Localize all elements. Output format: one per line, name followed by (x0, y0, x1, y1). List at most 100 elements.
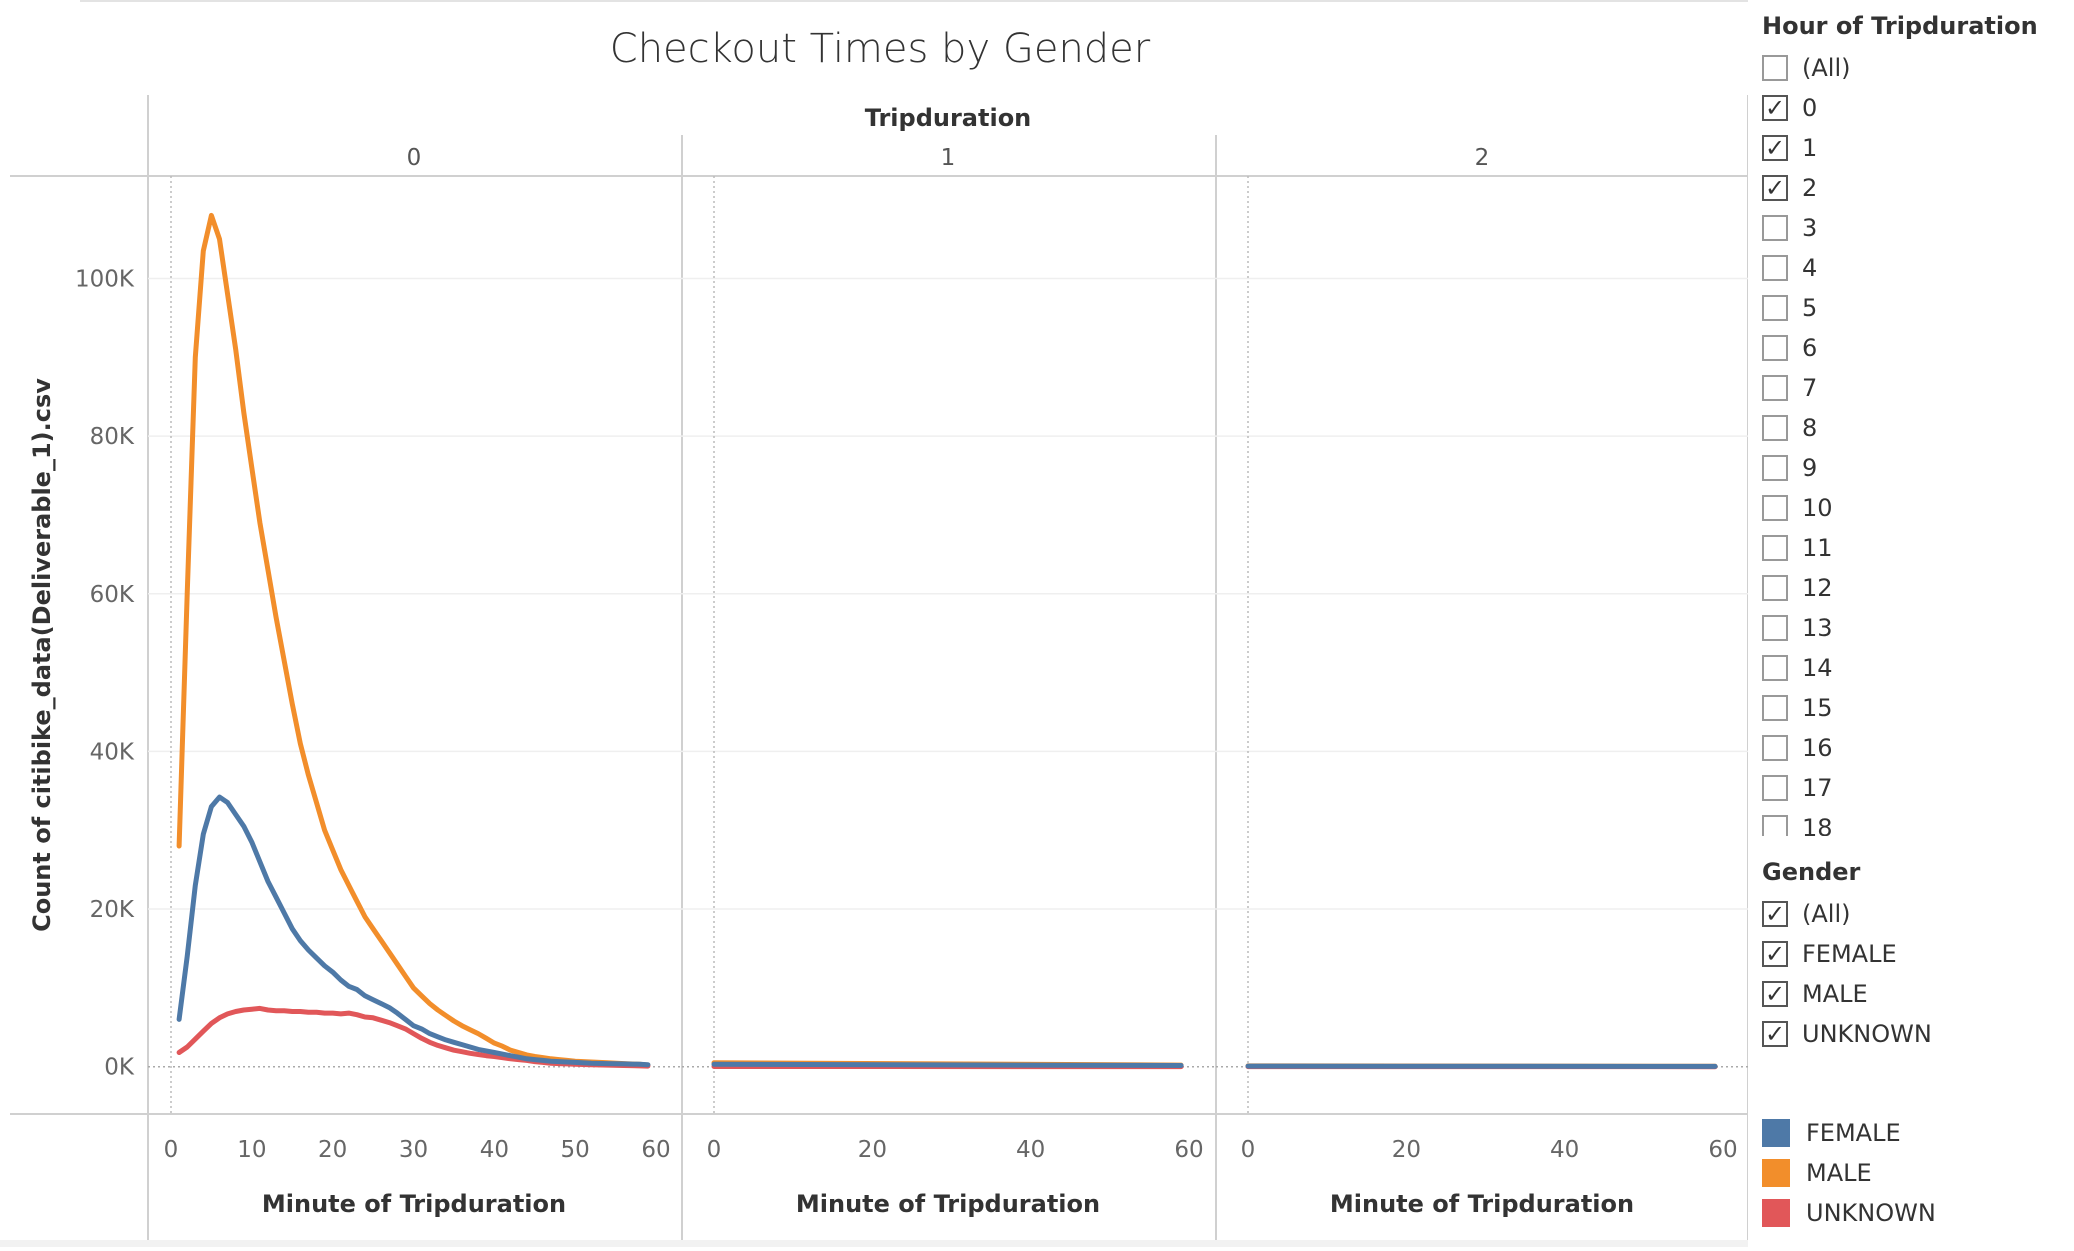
checkbox[interactable] (1762, 295, 1788, 321)
y-axis-title: Count of citibike_data(Deliverable_1).cs… (28, 378, 56, 932)
hour-filter-item[interactable]: 10 (1762, 488, 2062, 528)
legend-item[interactable]: UNKNOWN (1762, 1193, 2062, 1233)
hour-filter-item[interactable]: 4 (1762, 248, 2062, 288)
gender-filter-item[interactable]: ✓ FEMALE (1762, 934, 2062, 974)
checkbox[interactable] (1762, 615, 1788, 641)
hour-filter-item[interactable]: 12 (1762, 568, 2062, 608)
filter-item-label: (All) (1802, 900, 1850, 928)
gender-filter-item[interactable]: ✓ (All) (1762, 894, 2062, 934)
legend-item[interactable]: MALE (1762, 1153, 2062, 1193)
x-tick-label: 20 (318, 1137, 347, 1163)
x-tick-label: 40 (1550, 1137, 1579, 1163)
checkbox[interactable] (1762, 215, 1788, 241)
hour-filter-item[interactable]: 17 (1762, 768, 2062, 808)
checkbox[interactable]: ✓ (1762, 901, 1788, 927)
hour-filter-item[interactable]: ✓1 (1762, 128, 2062, 168)
checkbox[interactable]: ✓ (1762, 981, 1788, 1007)
checkbox[interactable] (1762, 575, 1788, 601)
checkbox[interactable]: ✓ (1762, 135, 1788, 161)
checkbox[interactable] (1762, 415, 1788, 441)
hour-filter-item[interactable]: 11 (1762, 528, 2062, 568)
checkbox[interactable] (1762, 255, 1788, 281)
filter-item-label: 4 (1802, 254, 1817, 282)
series-lines (179, 215, 1715, 1066)
gender-filter-item[interactable]: ✓ MALE (1762, 974, 2062, 1014)
hour-filter-item[interactable]: ✓2 (1762, 168, 2062, 208)
filter-item-label: 0 (1802, 94, 1817, 122)
pane-label: 1 (941, 145, 956, 171)
chart-title: Checkout Times by Gender (610, 26, 1151, 72)
filter-item-label: MALE (1802, 980, 1868, 1008)
checkbox[interactable]: ✓ (1762, 1021, 1788, 1047)
checkbox[interactable] (1762, 535, 1788, 561)
checkbox[interactable] (1762, 375, 1788, 401)
legend-label: MALE (1806, 1159, 1872, 1187)
checkbox[interactable] (1762, 815, 1788, 836)
x-tick-label: 0 (707, 1137, 722, 1163)
hour-filter-item[interactable]: (All) (1762, 48, 2062, 88)
filter-item-label: 8 (1802, 414, 1817, 442)
legend-swatch (1762, 1159, 1790, 1187)
legend-label: FEMALE (1806, 1119, 1901, 1147)
hour-filter-item[interactable]: 8 (1762, 408, 2062, 448)
filter-item-label: 11 (1802, 534, 1833, 562)
legend-label: UNKNOWN (1806, 1199, 1936, 1227)
hour-filter-item[interactable]: 15 (1762, 688, 2062, 728)
legend-swatch (1762, 1199, 1790, 1227)
filter-item-label: 9 (1802, 454, 1817, 482)
legend-item[interactable]: FEMALE (1762, 1113, 2062, 1153)
hour-filter-item[interactable]: 14 (1762, 648, 2062, 688)
x-tick-label: 40 (1016, 1137, 1045, 1163)
checkbox[interactable]: ✓ (1762, 175, 1788, 201)
hour-filter-item[interactable]: 18 (1762, 808, 2062, 836)
series-line-unknown-pane-0 (179, 1008, 648, 1066)
hour-filter-item[interactable]: ✓0 (1762, 88, 2062, 128)
x-tick-label: 60 (641, 1137, 670, 1163)
filter-item-label: 18 (1802, 814, 1833, 836)
filter-item-label: 17 (1802, 774, 1833, 802)
hour-filter-item[interactable]: 5 (1762, 288, 2062, 328)
x-tick-label: 60 (1174, 1137, 1203, 1163)
gridlines (148, 176, 1748, 1114)
checkbox[interactable] (1762, 655, 1788, 681)
gender-filter-item[interactable]: ✓UNKNOWN (1762, 1014, 2062, 1054)
checkbox[interactable] (1762, 735, 1788, 761)
hour-filter-item[interactable]: 6 (1762, 328, 2062, 368)
hour-filter-item[interactable]: 7 (1762, 368, 2062, 408)
x-tick-label: 20 (1392, 1137, 1421, 1163)
filter-item-label: 16 (1802, 734, 1833, 762)
y-tick-label: 100K (75, 266, 135, 292)
checkbox[interactable]: ✓ (1762, 941, 1788, 967)
checkbox[interactable] (1762, 55, 1788, 81)
filter-item-label: 15 (1802, 694, 1833, 722)
filter-item-label: 12 (1802, 574, 1833, 602)
filter-item-label: (All) (1802, 54, 1850, 82)
checkbox[interactable] (1762, 495, 1788, 521)
hour-filter-title: Hour of Tripduration (1762, 12, 2038, 40)
checkbox[interactable]: ✓ (1762, 95, 1788, 121)
x-tick-label: 10 (237, 1137, 266, 1163)
hour-filter-item[interactable]: 16 (1762, 728, 2062, 768)
filter-item-label: 14 (1802, 654, 1833, 682)
hour-filter-item[interactable]: 13 (1762, 608, 2062, 648)
x-axis-title: Minute of Tripduration (796, 1190, 1100, 1218)
series-line-male-pane-0 (179, 215, 648, 1065)
y-tick-label: 40K (90, 739, 135, 765)
filter-item-label: 10 (1802, 494, 1833, 522)
y-tick-label: 0K (104, 1055, 135, 1081)
filter-item-label: 6 (1802, 334, 1817, 362)
filter-item-label: FEMALE (1802, 940, 1897, 968)
checkbox[interactable] (1762, 455, 1788, 481)
checkbox[interactable] (1762, 775, 1788, 801)
checkbox[interactable] (1762, 335, 1788, 361)
hour-filter-item[interactable]: 9 (1762, 448, 2062, 488)
x-tick-label: 0 (1241, 1137, 1256, 1163)
hour-filter-item[interactable]: 3 (1762, 208, 2062, 248)
filter-item-label: 3 (1802, 214, 1817, 242)
checkbox[interactable] (1762, 695, 1788, 721)
filter-item-label: 1 (1802, 134, 1817, 162)
